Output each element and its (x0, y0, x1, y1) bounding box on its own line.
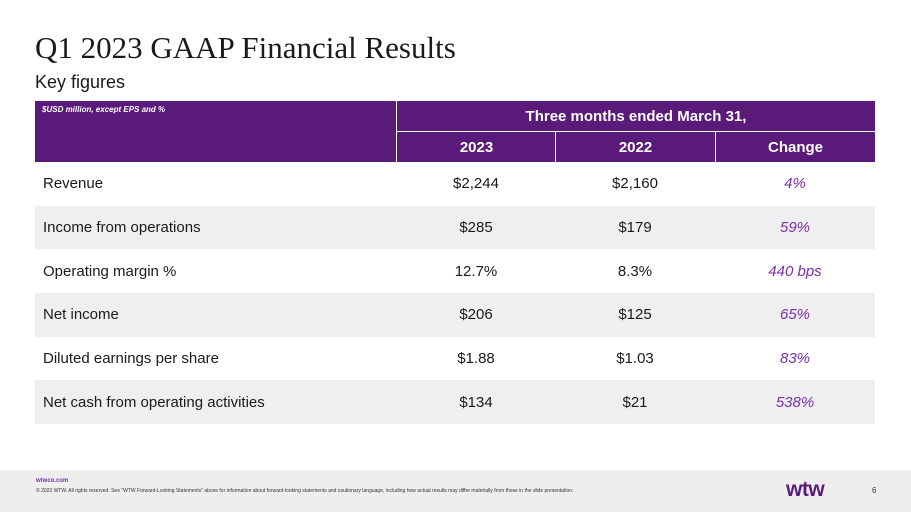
header-divider (396, 131, 875, 132)
table-row: Net cash from operating activities $134 … (35, 380, 875, 425)
table-row: Diluted earnings per share $1.88 $1.03 8… (35, 337, 875, 381)
column-header-2023: 2023 (396, 132, 556, 162)
row-label: Diluted earnings per share (43, 350, 219, 368)
row-label: Net income (43, 306, 119, 324)
value-2023: $206 (459, 306, 493, 324)
value-2022: $21 (622, 393, 648, 411)
unit-note: $USD million, except EPS and % (42, 105, 166, 114)
value-change: 440 bps (768, 262, 822, 280)
value-2022: $125 (618, 306, 652, 324)
value-change: 4% (784, 175, 806, 193)
page-number: 6 (872, 486, 877, 495)
page-subtitle: Key figures (35, 72, 126, 92)
table-row: Net income $206 $125 65% (35, 293, 875, 337)
value-2022: $1.03 (616, 350, 654, 368)
row-label: Operating margin % (43, 262, 177, 280)
value-2022: $179 (618, 219, 652, 237)
row-label: Income from operations (43, 219, 201, 237)
footer-url-link[interactable]: wtwco.com (36, 478, 69, 484)
wtw-logo: wtw (786, 478, 825, 501)
results-table: $USD million, except EPS and % Three mon… (35, 101, 875, 425)
table-row: Income from operations $285 $179 59% (35, 205, 875, 250)
value-2022: 8.3% (617, 262, 653, 280)
value-2023: $285 (459, 219, 493, 237)
value-2023: $2,244 (453, 175, 499, 193)
column-header-2022: 2022 (555, 132, 715, 162)
period-header: Three months ended March 31, (396, 101, 875, 131)
column-header-change: Change (715, 132, 875, 162)
page-title: Q1 2023 GAAP Financial Results (35, 30, 456, 65)
table-header: $USD million, except EPS and % Three mon… (35, 101, 875, 162)
value-change: 59% (779, 219, 811, 237)
table-row: Operating margin % 12.7% 8.3% 440 bps (35, 249, 875, 293)
value-change: 65% (779, 306, 811, 324)
table-row: Revenue $2,244 $2,160 4% (35, 162, 875, 206)
footer: wtwco.com © 2023 WTW. All rights reserve… (0, 470, 911, 512)
value-change: 538% (775, 393, 815, 411)
row-label: Net cash from operating activities (43, 393, 265, 411)
row-label: Revenue (43, 175, 104, 193)
value-2023: $1.88 (457, 350, 495, 368)
footer-legal-text: © 2023 WTW. All rights reserved. See "WT… (36, 488, 574, 494)
value-change: 83% (779, 350, 811, 368)
value-2023: 12.7% (454, 262, 498, 280)
value-2022: $2,160 (612, 175, 658, 193)
value-2023: $134 (459, 393, 493, 411)
